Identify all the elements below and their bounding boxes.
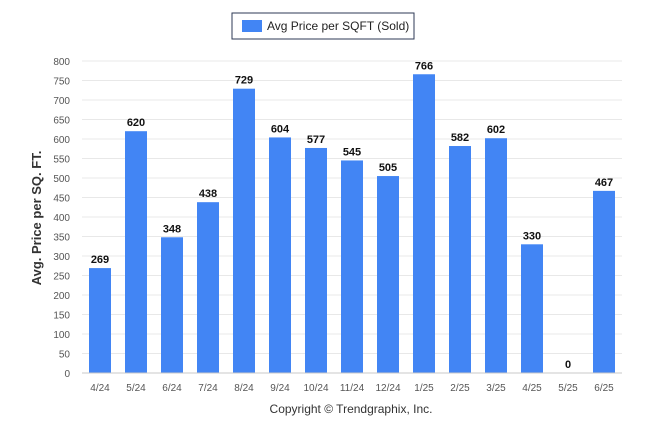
legend: Avg Price per SQFT (Sold) [231, 12, 415, 40]
bar-value-label: 330 [523, 230, 541, 242]
bar [449, 146, 471, 373]
bar [89, 268, 111, 373]
bar-value-label: 545 [343, 146, 361, 158]
bar-value-label: 467 [595, 177, 613, 189]
x-tick-label: 4/24 [90, 383, 110, 394]
y-tick-label: 50 [59, 350, 71, 361]
x-tick-label: 8/24 [234, 383, 254, 394]
x-tick-label: 6/24 [162, 383, 182, 394]
legend-box [231, 12, 415, 40]
x-tick-label: 2/25 [450, 383, 470, 394]
bar-value-label: 582 [451, 132, 469, 144]
y-tick-label: 300 [53, 252, 70, 263]
y-tick-label: 700 [53, 96, 70, 107]
copyright-footer: Copyright © Trendgraphix, Inc. [270, 402, 433, 416]
y-tick-label: 800 [53, 57, 70, 68]
bars [89, 74, 615, 373]
bar-value-labels: 269 620 348 438 729 604 577 545 505 766 582 602 330 0… [91, 60, 613, 371]
y-axis-title: Avg. Price per SQ. FT. [29, 151, 44, 286]
bar [593, 190, 615, 373]
x-tick-label: 9/24 [270, 383, 290, 394]
y-tick-label: 500 [53, 174, 70, 185]
bar-value-label: 438 [199, 188, 217, 200]
bar-value-label: 0 [565, 359, 571, 371]
legend-swatch [242, 20, 262, 32]
y-tick-label: 450 [53, 194, 70, 205]
y-tick-label: 600 [53, 135, 70, 146]
bar-value-label: 348 [163, 223, 181, 235]
y-tick-label: 250 [53, 272, 70, 283]
x-tick-label: 5/24 [126, 383, 146, 394]
bar-value-label: 620 [127, 117, 145, 129]
bar [377, 176, 399, 373]
bar-value-label: 604 [271, 123, 290, 135]
bar [233, 88, 255, 373]
x-axis-tick-labels: 4/24 5/24 6/24 7/24 8/24 9/24 10/24 11/24 12/24 1… [90, 383, 614, 394]
x-tick-label: 12/24 [375, 383, 400, 394]
x-tick-label: 7/24 [198, 383, 218, 394]
bar [269, 137, 291, 373]
bar [413, 74, 435, 373]
y-tick-label: 550 [53, 155, 70, 166]
bar-value-label: 766 [415, 60, 433, 72]
y-tick-label: 150 [53, 311, 70, 322]
bar [341, 160, 363, 373]
x-tick-label: 1/25 [414, 383, 434, 394]
x-tick-label: 4/25 [522, 383, 542, 394]
x-tick-label: 5/25 [558, 383, 578, 394]
x-tick-label: 10/24 [303, 383, 328, 394]
y-tick-label: 100 [53, 330, 70, 341]
bar [161, 237, 183, 373]
bar-value-label: 269 [91, 254, 109, 266]
y-tick-label: 0 [64, 369, 70, 380]
bar-value-label: 577 [307, 134, 325, 146]
y-tick-label: 750 [53, 77, 70, 88]
x-tick-label: 6/25 [594, 383, 614, 394]
y-tick-label: 200 [53, 291, 70, 302]
bar [125, 131, 147, 373]
y-tick-label: 350 [53, 233, 70, 244]
y-tick-label: 650 [53, 116, 70, 127]
bar-value-label: 602 [487, 124, 505, 136]
x-tick-label: 11/24 [340, 383, 365, 394]
bar [521, 244, 543, 373]
bar [197, 202, 219, 373]
y-axis-tick-labels: 0 50 100 150 200 250 300 350 400 450 500 550 600 650 7… [53, 57, 70, 380]
legend-label: Avg Price per SQFT (Sold) [267, 19, 409, 33]
x-tick-label: 3/25 [486, 383, 506, 394]
bar [305, 147, 327, 373]
bar [485, 138, 507, 373]
bar-value-label: 505 [379, 162, 397, 174]
bar-value-label: 729 [235, 75, 253, 87]
y-tick-label: 400 [53, 213, 70, 224]
